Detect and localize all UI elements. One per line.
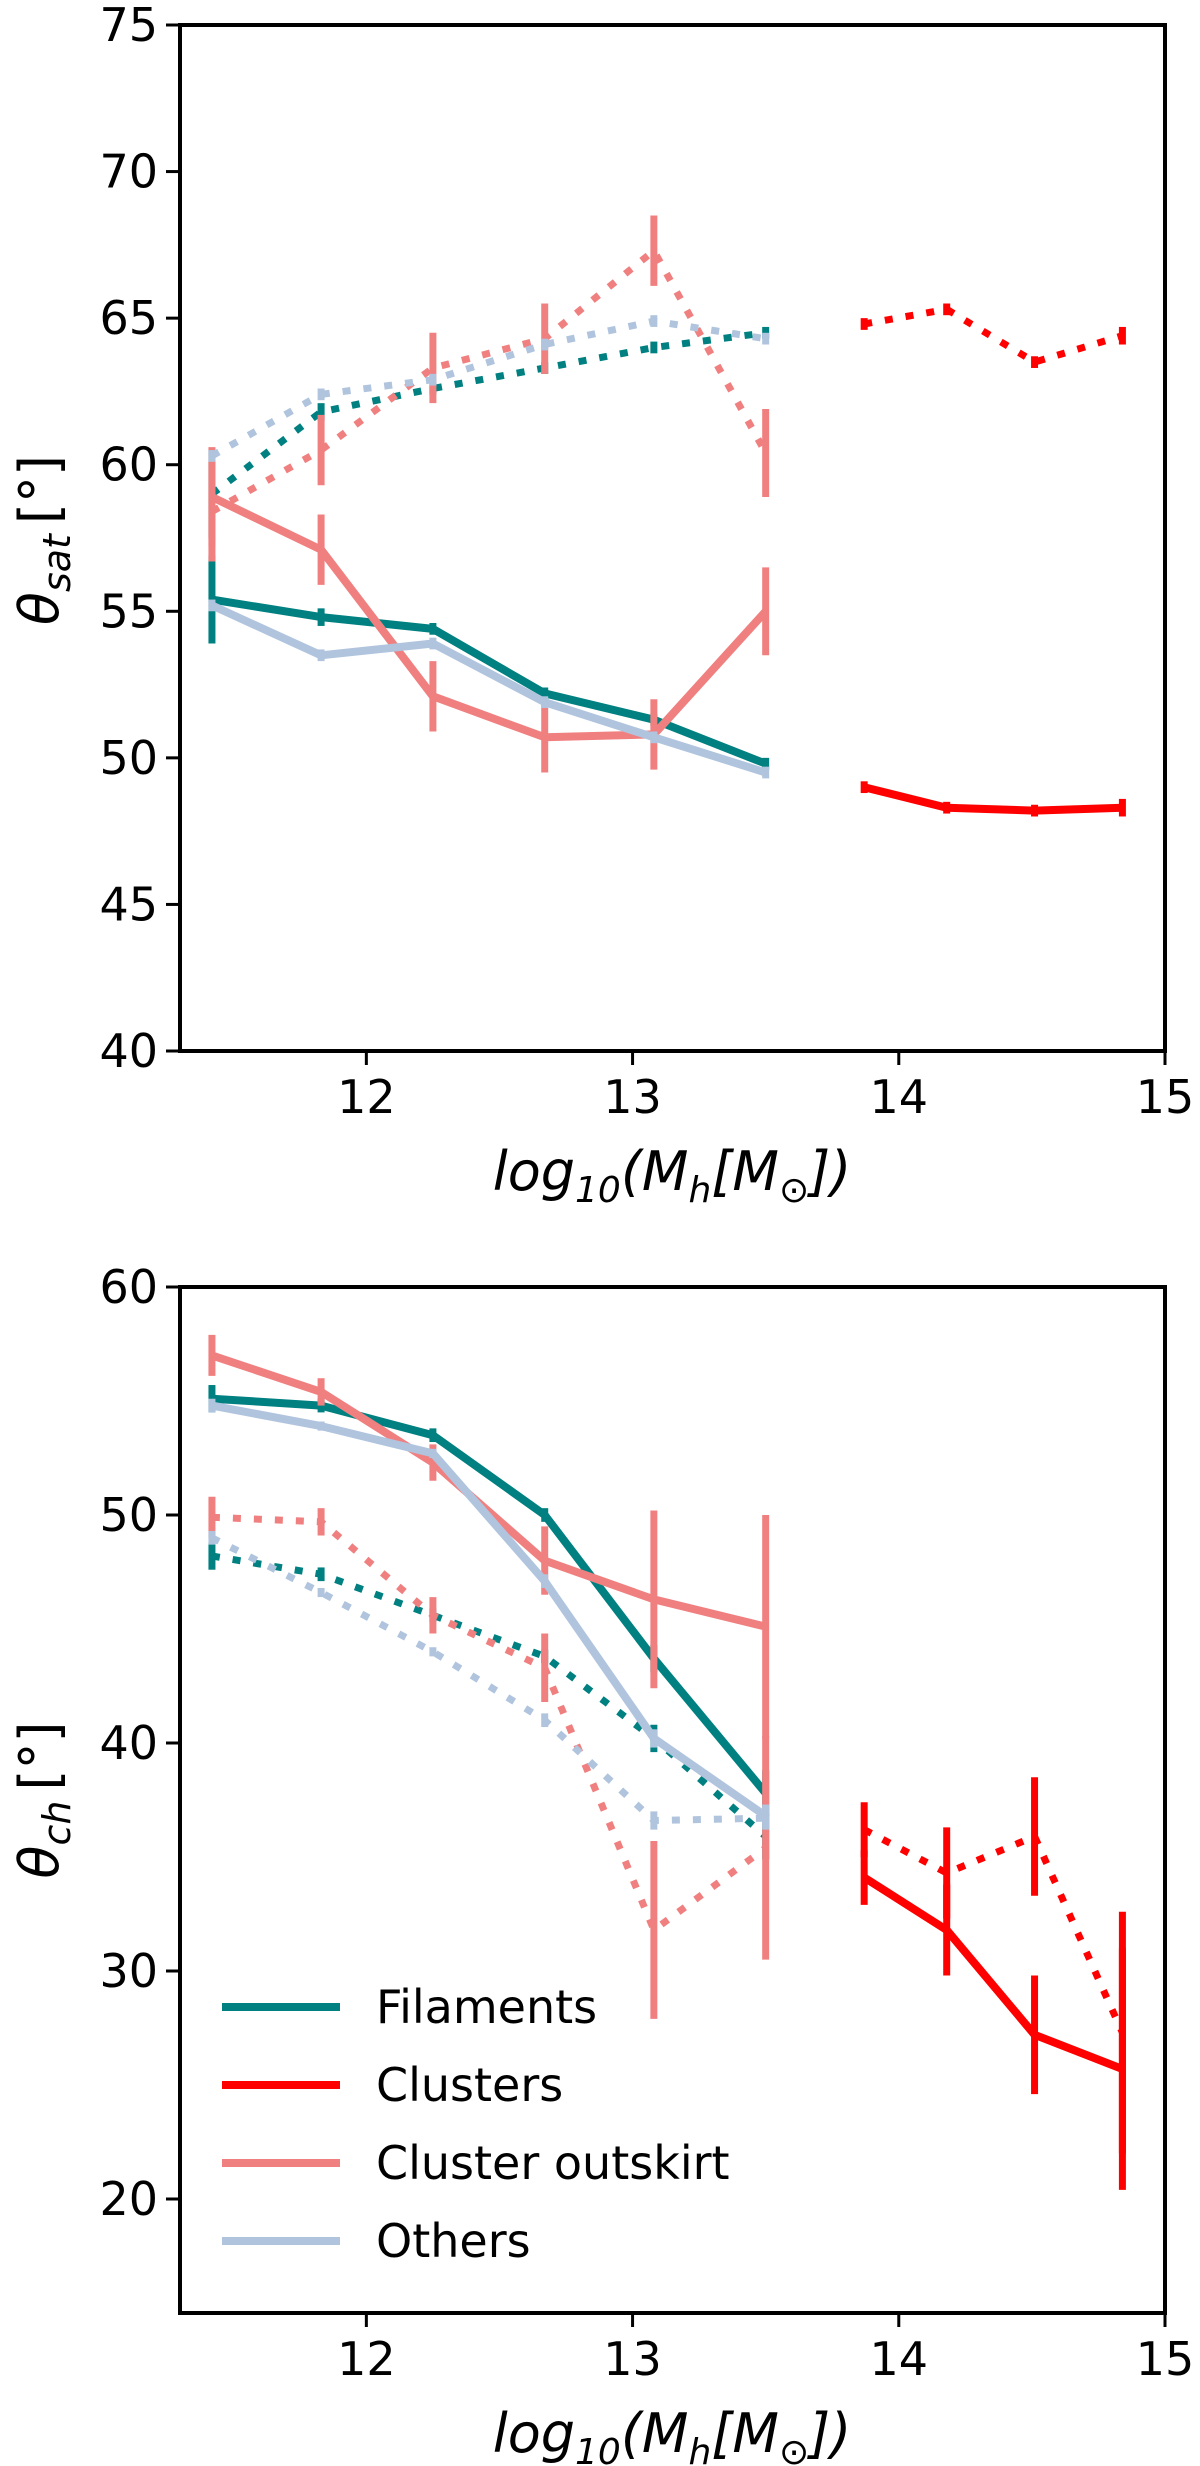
- bottom-plot-frame: [178, 1285, 1167, 2315]
- top-y-tick-label-60: 60: [99, 438, 158, 492]
- bottom-cluster-outskirt-dotted-line: [211, 1513, 768, 1934]
- top-x-tick-label-14: 14: [870, 1070, 929, 1124]
- bottom-x-tick-label-14: 14: [870, 2332, 929, 2386]
- top-x-axis-label: log10(Mh[M⊙]): [493, 1140, 852, 1211]
- legend-label-filaments: Filaments: [376, 1980, 597, 2034]
- top-y-axis-label: θsat[°]: [8, 455, 79, 625]
- bottom-filaments-solid-line: [211, 1394, 769, 1796]
- top-y-tick-label-70: 70: [99, 145, 158, 199]
- legend-label-others: Others: [376, 2214, 531, 2268]
- top-y-ticks: 40 45 50 55 60 65 70 75: [99, 0, 180, 1078]
- top-y-tick-label-65: 65: [99, 291, 158, 345]
- bottom-y-tick-label-60: 60: [99, 1260, 158, 1314]
- top-cluster-outskirt-dotted-line: [210, 247, 769, 515]
- top-y-tick-label-75: 75: [99, 0, 158, 52]
- bottom-y-tick-label-20: 20: [99, 2172, 158, 2226]
- bottom-x-axis-label: log10(Mh[M⊙]): [493, 2402, 852, 2466]
- top-y-tick-label-40: 40: [99, 1024, 158, 1078]
- bottom-y-axis-label: θch[°]: [8, 1721, 79, 1878]
- top-others-solid-line: [210, 601, 767, 777]
- top-clusters-dotted-line: [863, 305, 1124, 366]
- bottom-y-tick-label-50: 50: [99, 1488, 158, 1542]
- legend-label-clusters: Clusters: [376, 2058, 563, 2112]
- bottom-x-ticks: 12 13 14 15: [337, 2313, 1194, 2386]
- top-y-tick-label-55: 55: [99, 584, 158, 638]
- top-y-tick-label-45: 45: [99, 877, 158, 931]
- bottom-y-ticks: 20 30 40 50 60: [99, 1260, 180, 2226]
- bottom-x-tick-label-12: 12: [337, 2332, 396, 2386]
- top-y-tick-label-50: 50: [99, 731, 158, 785]
- top-others-dotted-line: [210, 317, 767, 459]
- bottom-y-tick-label-40: 40: [99, 1716, 158, 1770]
- bottom-plot-marks: [208, 1334, 1126, 2190]
- bottom-cluster-outskirt-solid-line: [210, 1351, 767, 1631]
- bottom-x-tick-label-15: 15: [1136, 2332, 1195, 2386]
- bottom-clusters-solid-line: [862, 1874, 1124, 2073]
- top-plot-frame: [178, 23, 1167, 1053]
- bottom-clusters-dotted-line: [862, 1826, 1126, 2035]
- legend: Filaments Clusters Cluster outskirt Othe…: [222, 1980, 730, 2268]
- bottom-others-dotted-line: [210, 1534, 766, 1824]
- top-plot-marks: [208, 215, 1126, 817]
- top-clusters-solid-line: [863, 783, 1123, 815]
- top-filaments-dotted-line: [209, 329, 767, 497]
- bottom-y-tick-label-30: 30: [99, 1944, 158, 1998]
- legend-label-cluster-outskirt: Cluster outskirt: [376, 2136, 730, 2190]
- top-x-tick-label-12: 12: [337, 1070, 396, 1124]
- top-cluster-outskirt-solid-line: [210, 493, 769, 742]
- top-x-ticks: 12 13 14 15: [337, 1051, 1194, 1124]
- top-x-tick-label-13: 13: [603, 1070, 662, 1124]
- bottom-panel: 12 13 14 15 20 30 40 50 60 log10(Mh[M⊙]) θch[°]…: [8, 1260, 1194, 2466]
- top-x-tick-label-15: 15: [1136, 1070, 1195, 1124]
- top-filaments-solid-line: [211, 595, 768, 768]
- bottom-x-tick-label-13: 13: [603, 2332, 662, 2386]
- bottom-others-solid-line: [211, 1401, 768, 1820]
